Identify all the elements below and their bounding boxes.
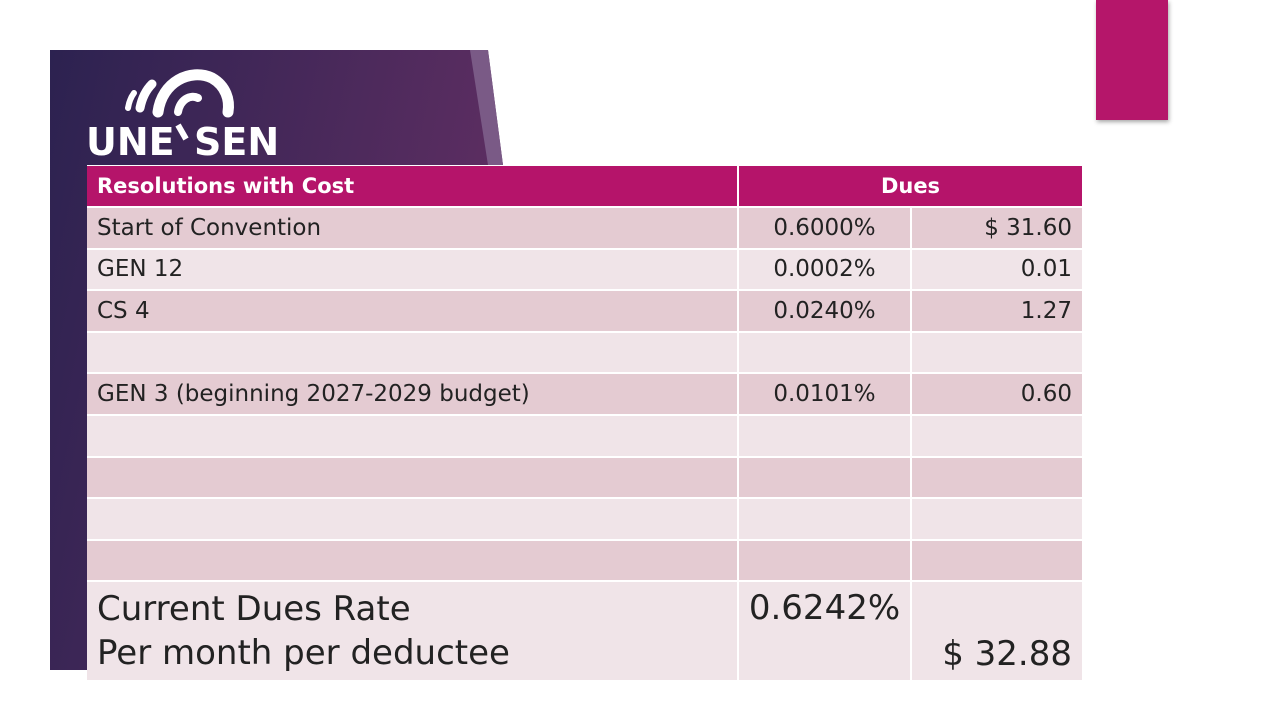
rate-cell: 0.6000% xyxy=(739,208,910,248)
amount-cell: 1.27 xyxy=(912,291,1082,331)
total-label-line: Current Dues Rate xyxy=(97,589,411,630)
row-label xyxy=(87,457,737,498)
total-rate: 0.6242% xyxy=(739,582,910,680)
row-label: GEN 12 xyxy=(87,249,737,290)
rate-cell: 0.0101% xyxy=(739,374,910,414)
amount-cell: 0.01 xyxy=(912,249,1082,290)
rate-cell xyxy=(739,499,910,539)
amount-cell xyxy=(912,457,1082,498)
row-label: GEN 3 (beginning 2027-2029 budget) xyxy=(87,374,737,414)
rate-cell: 0.0002% xyxy=(739,249,910,290)
banner-edge xyxy=(470,50,503,165)
logo-text: UNE xyxy=(86,120,175,164)
logo-mark xyxy=(175,123,189,141)
amount-cell xyxy=(912,332,1082,373)
amount-cell xyxy=(912,416,1082,456)
row-label xyxy=(87,332,737,373)
logo-arcs xyxy=(125,69,234,118)
rate-cell xyxy=(739,416,910,456)
row-label xyxy=(87,416,737,456)
rate-cell xyxy=(739,332,910,373)
row-label: Start of Convention xyxy=(87,208,737,248)
row-label xyxy=(87,540,737,581)
accent-block xyxy=(1096,0,1168,120)
rate-cell xyxy=(739,457,910,498)
amount-cell: 0.60 xyxy=(912,374,1082,414)
amount-cell xyxy=(912,540,1082,581)
amount-cell: $ 31.60 xyxy=(912,208,1082,248)
rate-cell xyxy=(739,540,910,581)
total-label: Current Dues Rate Per month per deductee xyxy=(87,582,737,680)
banner xyxy=(50,50,503,670)
row-label xyxy=(87,499,737,539)
total-label-line: Per month per deductee xyxy=(97,633,510,674)
header-cell: Resolutions with Cost xyxy=(87,166,737,206)
row-label: CS 4 xyxy=(87,291,737,331)
logo-text: SEN xyxy=(194,120,279,164)
amount-cell xyxy=(912,499,1082,539)
header-cell: Dues xyxy=(739,166,1082,206)
rate-cell: 0.0240% xyxy=(739,291,910,331)
total-amount: $ 32.88 xyxy=(912,582,1082,680)
